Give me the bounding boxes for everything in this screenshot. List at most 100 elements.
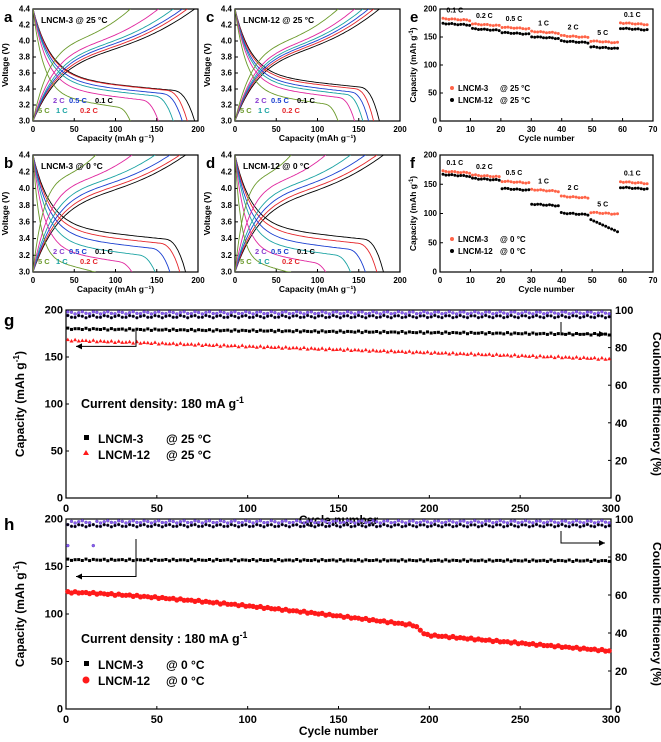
- discharge-curve: [235, 9, 370, 121]
- efficiency-point: [98, 312, 103, 316]
- capacity-point: [439, 633, 445, 640]
- efficiency-point: [378, 312, 382, 316]
- capacity-point: [378, 559, 382, 563]
- data-point: [468, 175, 472, 179]
- capacity-point: [552, 355, 557, 360]
- efficiency-point: [476, 311, 481, 315]
- capacity-point: [371, 348, 375, 352]
- efficiency-point: [138, 523, 143, 528]
- legend-marker: [450, 249, 454, 253]
- capacity-point: [320, 329, 324, 333]
- capacity-point: [99, 328, 102, 331]
- efficiency-point: [371, 314, 375, 318]
- capacity-point: [273, 559, 277, 563]
- data-point: [619, 186, 622, 190]
- efficiency-point: [374, 524, 379, 529]
- capacity-point: [415, 559, 419, 563]
- capacity-point: [334, 347, 339, 351]
- data-point: [500, 180, 504, 184]
- efficiency-point: [320, 519, 324, 523]
- x-tick-label: 50: [70, 276, 79, 285]
- capacity-point: [335, 330, 339, 334]
- efficiency-point: [320, 310, 324, 314]
- efficiency-point: [117, 522, 121, 527]
- capacity-point: [200, 328, 204, 332]
- data-point: [568, 211, 572, 215]
- efficiency-point: [204, 313, 208, 318]
- efficiency-point: [484, 313, 488, 318]
- efficiency-point: [280, 519, 284, 524]
- efficiency-point: [240, 520, 244, 525]
- efficiency-point: [291, 314, 295, 318]
- efficiency-point: [531, 315, 535, 319]
- y2-tick-label: 100: [615, 514, 633, 526]
- legend-condition: @ 25 °C: [166, 432, 212, 446]
- capacity-point: [320, 346, 325, 350]
- x-tick-label: 30: [527, 125, 536, 134]
- capacity-point: [69, 339, 74, 343]
- efficiency-point: [440, 525, 444, 529]
- data-point: [524, 32, 528, 36]
- data-point: [468, 19, 472, 23]
- x-tick-label: 100: [238, 714, 256, 726]
- data-point: [592, 45, 596, 49]
- capacity-point: [527, 332, 531, 336]
- data-point: [592, 210, 596, 214]
- data-point: [468, 171, 472, 175]
- capacity-point: [487, 331, 491, 334]
- data-point: [479, 177, 483, 181]
- efficiency-point: [505, 524, 510, 528]
- efficiency-point: [186, 316, 190, 320]
- data-point: [471, 176, 474, 180]
- efficiency-point: [138, 314, 143, 319]
- charge-curve: [33, 155, 156, 272]
- capacity-point: [327, 330, 331, 333]
- efficiency-point: [291, 523, 295, 527]
- capacity-point: [291, 330, 295, 334]
- capacity-point: [604, 332, 607, 336]
- segment-rate-label: 2 C: [568, 185, 579, 192]
- capacity-point: [341, 348, 346, 352]
- capacity-point: [556, 354, 561, 358]
- x-axis-label: Capacity (mAh g⁻¹): [77, 284, 154, 294]
- efficiency-point: [582, 521, 586, 525]
- capacity-point: [389, 348, 394, 353]
- rate-label: 1 C: [56, 257, 68, 266]
- data-point: [497, 178, 501, 182]
- efficiency-point: [102, 313, 106, 318]
- data-point: [607, 226, 611, 230]
- data-point: [621, 180, 625, 184]
- x-tick-label: 50: [272, 125, 281, 134]
- capacity-point: [157, 328, 161, 332]
- capacity-point: [84, 326, 88, 330]
- data-point: [601, 40, 605, 44]
- capacity-point: [506, 558, 509, 562]
- legend-marker: [82, 676, 90, 684]
- capacity-point: [193, 329, 197, 333]
- x-tick-label: 150: [352, 276, 366, 285]
- data-point: [589, 218, 593, 222]
- efficiency-point: [284, 314, 288, 319]
- efficiency-point: [603, 525, 608, 529]
- capacity-point: [142, 340, 147, 344]
- capacity-point: [593, 558, 597, 562]
- x-tick-label: 20: [496, 125, 505, 134]
- efficiency-point: [135, 311, 139, 316]
- efficiency-point: [538, 315, 542, 319]
- capacity-point: [258, 558, 262, 562]
- capacity-point: [421, 350, 426, 355]
- efficiency-point: [516, 525, 520, 529]
- efficiency-point: [211, 316, 215, 320]
- capacity-point: [163, 341, 168, 346]
- efficiency-point: [269, 523, 273, 527]
- data-point: [574, 35, 578, 38]
- efficiency-point: [560, 310, 564, 314]
- capacity-point: [73, 327, 77, 331]
- efficiency-point: [298, 315, 303, 320]
- data-point: [450, 170, 454, 173]
- efficiency-point: [171, 315, 175, 319]
- capacity-point: [604, 559, 607, 563]
- capacity-point: [357, 329, 360, 333]
- efficiency-point: [585, 313, 590, 318]
- segment-rate-label: 0.5 C: [506, 16, 523, 23]
